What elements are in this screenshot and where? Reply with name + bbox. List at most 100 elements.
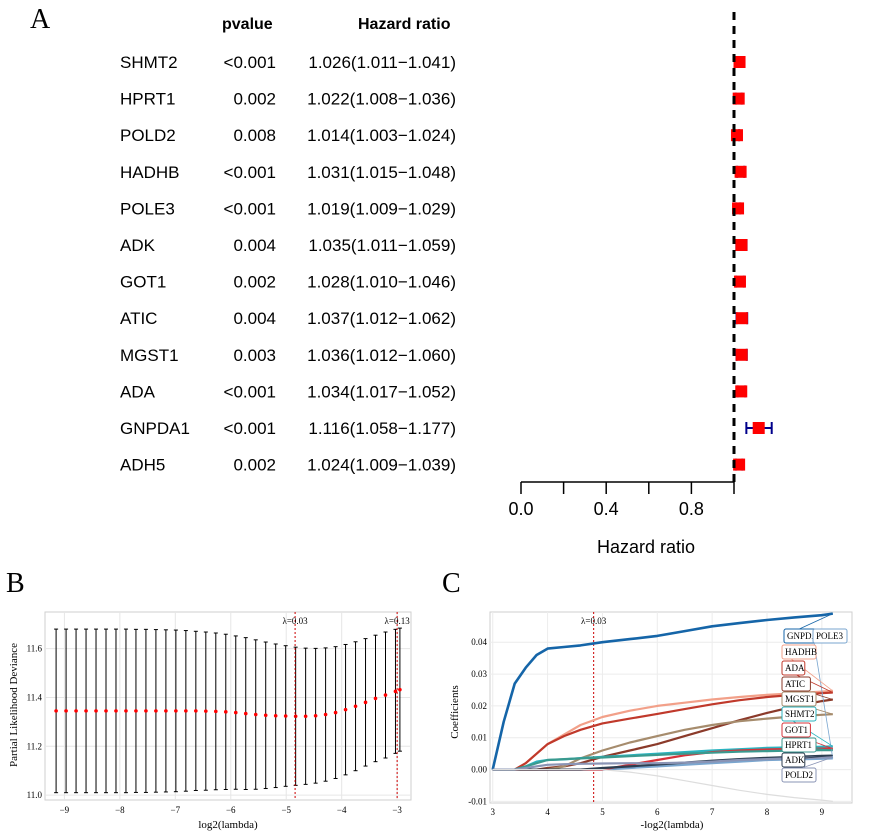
cv-y-tick-label: 11.6: [27, 644, 43, 654]
coef-path-hprt1: [492, 749, 833, 771]
hazard-ratio-point: [735, 312, 748, 325]
forest-tick-label: 0.4: [594, 499, 619, 519]
cv-mean-point: [393, 689, 398, 694]
hazard-ratio-cell: 1.019(1.009−1.029): [307, 199, 456, 218]
gene-label: ADK: [120, 236, 156, 255]
cv-x-tick-label: −6: [226, 805, 236, 815]
cv-mean-point: [214, 709, 218, 714]
gene-label: SHMT2: [120, 53, 178, 72]
coef-label-text: GOT1: [785, 725, 808, 735]
coef-x-tick-label: 3: [490, 807, 495, 817]
cv-mean-point: [74, 709, 78, 713]
forest-marks: [730, 12, 773, 482]
coef-label-box: [781, 660, 806, 676]
cv-deviance-panel: B −9 −8 −7 −6 −5 −4 −3 11.0 11.2 11.4 11.6 λ=0.03 λ=…: [6, 568, 412, 831]
forest-tick-label: 0.8: [679, 499, 704, 519]
gene-label: ADH5: [120, 456, 165, 475]
coef-label-box: [781, 644, 817, 660]
gene-label: GNPDA1: [120, 419, 190, 438]
cv-mean-point: [343, 707, 348, 712]
coef-label-box: [781, 676, 811, 692]
coef-x-tick-label: 9: [820, 807, 825, 817]
coef-path-ada: [492, 691, 833, 771]
cv-mean-point: [263, 713, 268, 718]
cv-mean-point: [134, 709, 138, 713]
pvalue-cell: 0.004: [233, 309, 276, 328]
cv-mean-point: [164, 709, 168, 713]
gene-label: ATIC: [120, 309, 157, 328]
coef-path-pold2: [492, 756, 833, 771]
cv-mean-point: [54, 709, 58, 713]
coefficient-path-panel: C 3 4 5 6 7 8 9 -0.01 0.00 0.01 0.02 0.03 0.04 λ=0.03…: [442, 568, 853, 831]
pvalue-cell: 0.002: [233, 273, 276, 292]
cv-y-axis-label: Partial Likelihood Deviance: [8, 643, 20, 767]
coef-path-adh5: [492, 768, 833, 802]
cv-mean-point: [398, 687, 402, 692]
hazard-ratio-cell: 1.035(1.011−1.059): [308, 236, 456, 255]
coef-label-text: GNPDA1: [787, 631, 823, 641]
coefficient-path-plot: 3 4 5 6 7 8 9 -0.01 0.00 0.01 0.02 0.03 0.04 λ=0.03 GN…: [468, 611, 853, 817]
pvalue-cell: 0.002: [233, 90, 276, 109]
coef-label-box: [781, 737, 817, 753]
gene-label: POLD2: [120, 126, 176, 145]
hazard-ratio-point: [752, 422, 765, 434]
coef-label-text: ADK: [785, 755, 805, 765]
coef-path-gnpda1: [491, 612, 833, 770]
cv-deviance-plot: −9 −8 −7 −6 −5 −4 −3 11.0 11.2 11.4 11.6 λ=0.03 λ=0.…: [27, 611, 412, 815]
hazard-ratio-point: [733, 275, 746, 288]
hazard-ratio-cell: 1.034(1.017−1.052): [307, 382, 456, 401]
coef-label-box: [781, 706, 817, 722]
hazard-ratio-point: [735, 385, 748, 398]
coef-x-tick-label: 8: [765, 807, 770, 817]
gene-label: HADHB: [120, 163, 180, 182]
panel-letter-a: A: [30, 4, 51, 35]
coef-label-box: [781, 691, 817, 707]
cv-x-tick-label: −8: [115, 805, 125, 815]
coef-label-text: MGST1: [785, 694, 815, 704]
pvalue-cell: 0.008: [233, 126, 276, 145]
cv-mean-point: [223, 710, 228, 714]
cv-x-tick-label: −9: [60, 805, 70, 815]
forest-x-axis-label: Hazard ratio: [597, 537, 695, 557]
hazard-ratio-point: [734, 165, 747, 178]
coef-y-tick-label: 0.02: [471, 701, 487, 711]
gene-label: POLE3: [120, 199, 175, 218]
coef-y-axis-label: Coefficients: [449, 685, 461, 739]
gene-label: ADA: [120, 382, 156, 401]
pvalue-cell: <0.001: [224, 163, 276, 182]
lambda-label: λ=0.03: [282, 616, 308, 626]
cv-mean-point: [114, 709, 118, 713]
pvalue-cell: 0.003: [233, 346, 276, 365]
cv-x-tick-label: −5: [281, 805, 291, 815]
coef-label-text: POLE3: [816, 631, 844, 641]
coef-x-tick-label: 7: [710, 807, 715, 817]
cv-mean-point: [293, 714, 298, 719]
hazard-ratio-point: [735, 348, 748, 361]
cv-mean-point: [184, 709, 188, 713]
hazard-ratio-point: [732, 92, 745, 105]
cv-mean-point: [313, 713, 318, 718]
cv-y-tick-label: 11.0: [27, 790, 43, 800]
coef-x-tick-label: 5: [600, 807, 605, 817]
panel-letter-b: B: [6, 568, 25, 599]
coef-y-tick-label: 0.00: [471, 765, 487, 775]
hazard-ratio-cell: 1.026(1.011−1.041): [308, 53, 456, 72]
coef-label-text: SHMT2: [785, 709, 815, 719]
cv-mean-point: [383, 693, 388, 697]
pvalue-cell: 0.004: [233, 236, 276, 255]
hazard-ratio-cell: 1.028(1.010−1.046): [307, 273, 456, 292]
cv-mean-point: [94, 709, 98, 713]
cv-mean-point: [243, 711, 248, 716]
cv-mean-point: [283, 714, 288, 718]
cv-mean-point: [353, 704, 358, 709]
cv-x-tick-label: −3: [392, 805, 402, 815]
pvalue-cell: 0.002: [233, 456, 276, 475]
hazard-ratio-column-header: Hazard ratio: [358, 16, 451, 33]
panel-letter-c: C: [442, 568, 461, 599]
coef-label-text: HPRT1: [785, 740, 812, 750]
cv-mean-point: [84, 709, 88, 713]
cv-x-axis-label: log2(lambda): [198, 819, 258, 831]
coef-label-text: ADA: [785, 663, 805, 673]
cv-mean-point: [363, 700, 368, 705]
coef-label-box: [781, 767, 817, 783]
